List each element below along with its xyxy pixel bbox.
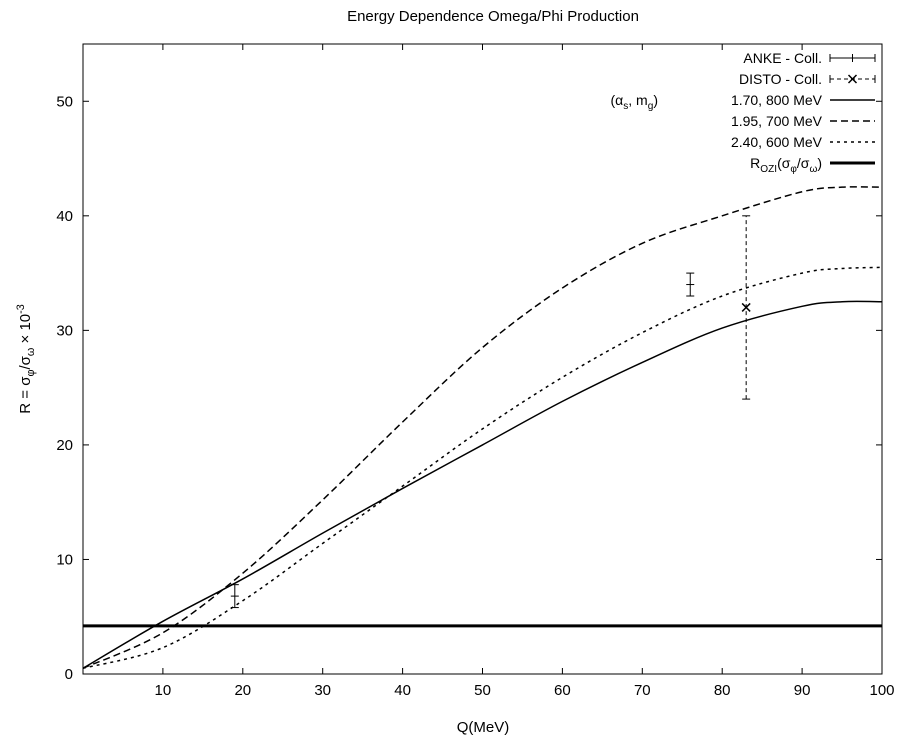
legend-label: ROZI(σφ/σω) [750, 155, 822, 175]
x-tick-label: 20 [234, 682, 251, 699]
series-line-1-70-800-mev [82, 300, 883, 669]
x-tick-label: 80 [714, 682, 731, 699]
x-tick-label: 100 [869, 682, 894, 699]
data-point-anke-coll [686, 272, 695, 297]
legend-swatch [829, 54, 876, 62]
x-tick-label: 10 [155, 682, 172, 699]
legend-label: ANKE - Coll. [743, 50, 822, 66]
y-tick-label: 20 [56, 437, 73, 454]
legend-label: 2.40, 600 MeV [731, 134, 823, 150]
series-line-2-40-600-mev [82, 266, 883, 669]
x-tick-label: 60 [554, 682, 571, 699]
chart-title: Energy Dependence Omega/Phi Production [347, 8, 639, 25]
x-tick-label: 40 [394, 682, 411, 699]
x-tick-label: 30 [314, 682, 331, 699]
x-tick-label: 50 [474, 682, 491, 699]
y-axis-label: R = σφ/σω × 10-3 [15, 304, 37, 413]
data-point-anke-coll [230, 584, 239, 609]
data-point-disto-coll [741, 215, 751, 400]
legend-swatch [829, 74, 876, 84]
x-tick-label: 90 [794, 682, 811, 699]
legend-label: 1.70, 800 MeV [731, 92, 823, 108]
x-tick-label: 70 [634, 682, 651, 699]
legend-label: 1.95, 700 MeV [731, 113, 823, 129]
legend-parameter-label: (αs, mg) [610, 92, 658, 112]
y-tick-label: 10 [56, 551, 73, 568]
y-tick-label: 0 [65, 666, 73, 683]
x-axis-label: Q(MeV) [457, 719, 510, 736]
y-tick-label: 30 [56, 322, 73, 339]
y-tick-label: 50 [56, 93, 73, 110]
series-line-1-95-700-mev [82, 186, 883, 669]
y-tick-label: 40 [56, 208, 73, 225]
legend-label: DISTO - Coll. [739, 71, 822, 87]
